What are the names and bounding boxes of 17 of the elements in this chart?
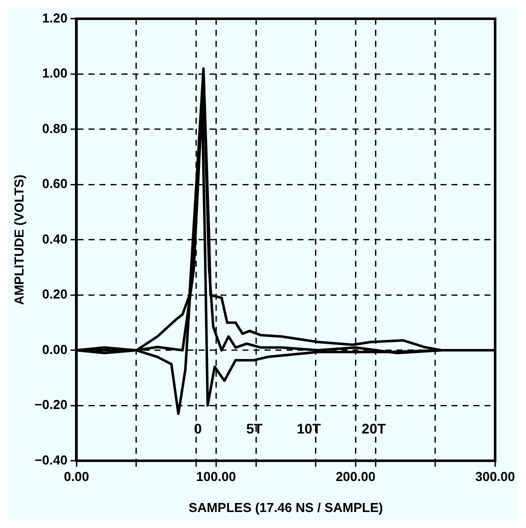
x-tick-label: 200.00 <box>336 469 376 484</box>
x-tick-label: 0.00 <box>64 469 90 484</box>
y-tick-label: 0.00 <box>42 342 68 357</box>
y-tick-label: 1.00 <box>42 66 68 81</box>
annotation: 10T <box>296 420 322 437</box>
y-tick-label: −0.40 <box>34 452 68 468</box>
y-tick-label: 0.40 <box>42 231 68 246</box>
y-tick-label: 0.20 <box>42 286 68 302</box>
x-tick-label: 100.00 <box>196 469 236 484</box>
annotation: 5T <box>246 420 264 437</box>
y-tick-label: 0.60 <box>42 176 68 192</box>
y-tick-label: 1.20 <box>42 10 68 26</box>
y-axis-title: AMPLITUDE (VOLTS) <box>11 174 26 306</box>
x-tick-label: 300.00 <box>475 469 515 484</box>
y-tick-label: 0.80 <box>42 120 68 136</box>
x-axis-title: SAMPLES (17.46 NS / SAMPLE) <box>188 500 383 515</box>
y-tick-label: −0.20 <box>34 397 68 412</box>
